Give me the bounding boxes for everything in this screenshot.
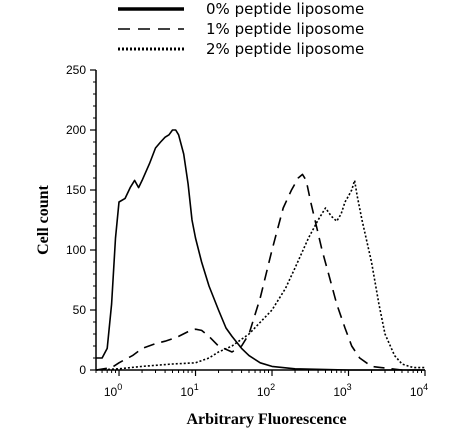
x-tick-label: 103 bbox=[333, 382, 351, 399]
x-axis-title: Arbitrary Fluorescence bbox=[186, 411, 346, 428]
y-axis-title: Cell count bbox=[35, 184, 52, 254]
y-tick-label: 200 bbox=[66, 123, 86, 137]
y-tick-label: 150 bbox=[66, 183, 86, 197]
y-ticks: 0 50 100 150 200 250 bbox=[66, 63, 96, 377]
series-line-2 bbox=[95, 173, 425, 371]
x-tick-label: 100 bbox=[104, 382, 122, 399]
legend-label-2: 1% peptide liposome bbox=[206, 20, 364, 38]
legend-label-1: 0% peptide liposome bbox=[206, 0, 364, 18]
x-tick-label: 102 bbox=[257, 382, 275, 399]
y-tick-label: 100 bbox=[66, 243, 86, 257]
legend-label-3: 2% peptide liposome bbox=[206, 40, 364, 58]
y-tick-label: 250 bbox=[66, 63, 86, 77]
series-layer bbox=[95, 129, 425, 371]
series-line-1 bbox=[96, 129, 425, 371]
plot-area: 0 50 100 150 200 250 100 101 102 103 104 bbox=[66, 63, 428, 399]
x-tick-label: 101 bbox=[180, 382, 198, 399]
x-tick-label: 104 bbox=[410, 382, 428, 399]
y-tick-label: 50 bbox=[73, 303, 87, 317]
legend: 0% peptide liposome 1% peptide liposome 2%… bbox=[118, 0, 364, 58]
series-line-3 bbox=[95, 179, 425, 371]
y-tick-label: 0 bbox=[79, 363, 86, 377]
x-ticks: 100 101 102 103 104 bbox=[95, 370, 428, 399]
